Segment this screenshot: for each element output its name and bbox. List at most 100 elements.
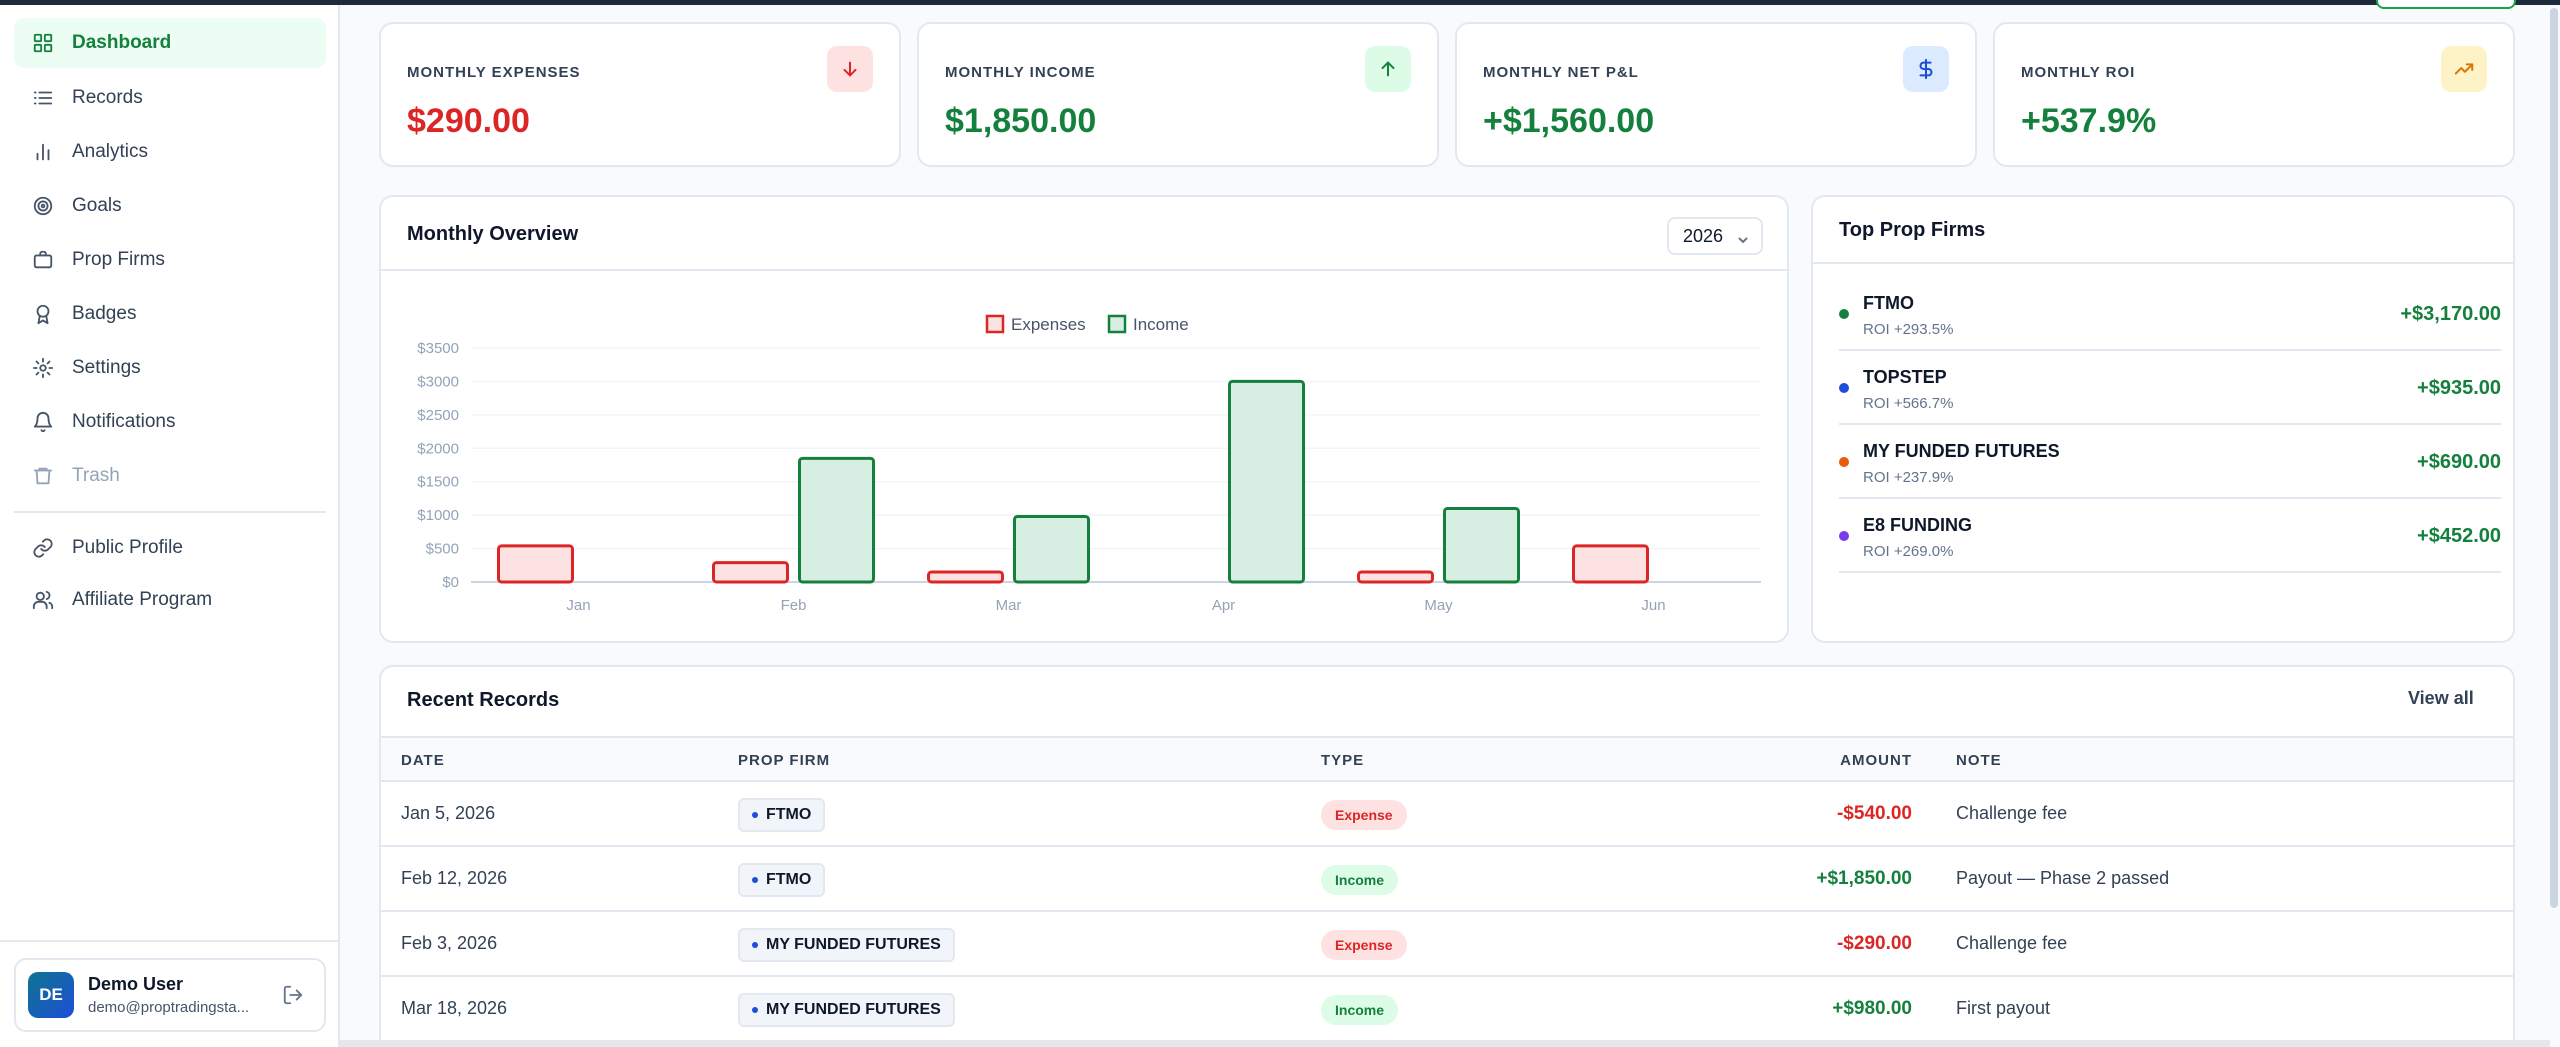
column-header-note[interactable]: NOTE [1956,752,2002,769]
logout-icon[interactable] [282,984,306,1008]
user-card[interactable]: DE Demo User demo@proptradingsta... [14,958,326,1032]
cell-amount: +$980.00 [1832,998,1912,1019]
window-top-bar [0,0,2560,5]
recent-records-card: Recent Records View all DATE PROP FIRM T… [379,665,2515,1047]
sidebar-item-label: Dashboard [72,32,172,53]
sidebar-item-analytics[interactable]: Analytics [14,127,326,177]
card-title: Recent Records [407,689,560,711]
sidebar-item-label: Records [72,87,143,108]
sidebar-item-notifications[interactable]: Notifications [14,397,326,447]
cell-note: First payout [1956,998,2051,1018]
column-header-firm[interactable]: PROP FIRM [738,752,831,769]
monthly-overview-chart: $0 $500 $1000 $1500 $2000 $2500 $3000 $3500 Jan… [417,314,1761,614]
x-tick-label: Jan [566,597,590,614]
monthly-overview-card: Monthly Overview 2026 $0 $500 $1000 $1500 $2… [379,195,1789,643]
sidebar-item-public-profile[interactable]: Public Profile [14,523,326,573]
table-row[interactable]: Feb 3, 2026 MY FUNDED FUTURES Expense -$… [381,912,2513,977]
avatar: DE [28,972,74,1018]
dollar-icon [1903,46,1949,92]
table-row[interactable]: Jan 5, 2026 FTMO Expense -$540.00 Challe… [381,782,2513,847]
y-tick-label: $1500 [417,474,459,491]
cell-amount: -$290.00 [1836,933,1912,954]
user-email: demo@proptradingsta... [88,999,250,1016]
firm-row-topstep[interactable]: TOPSTEP ROI +566.7% +$935.00 [1839,351,2501,425]
status-dot [752,1007,758,1013]
sidebar-item-label: Settings [72,357,141,378]
firm-pill-label: FTMO [766,871,812,888]
status-dot [1839,383,1849,393]
sidebar-item-records[interactable]: Records [14,73,326,123]
bar-expenses-mar [927,570,1004,584]
type-badge: Income [1321,865,1399,895]
stat-value: +$1,560.00 [1483,102,1655,140]
header-action-button[interactable] [2376,0,2516,9]
cell-date: Feb 3, 2026 [401,933,498,953]
status-dot [752,877,758,883]
column-header-date[interactable]: DATE [401,752,445,769]
sidebar-item-label: Affiliate Program [72,589,213,610]
cell-note: Payout — Phase 2 passed [1956,868,2170,888]
sidebar-item-label: Notifications [72,411,176,432]
type-badge: Expense [1321,800,1407,830]
y-tick-label: $2000 [417,440,459,457]
legend-swatch [1107,314,1127,334]
bar-income-mar [1013,514,1090,584]
arrow-up-icon [1365,46,1411,92]
column-header-amount[interactable]: AMOUNT [1840,752,1912,769]
bottom-edge [340,1040,2550,1047]
scrollbar-thumb[interactable] [2550,8,2558,908]
card-title: Top Prop Firms [1839,219,1986,241]
status-dot [752,812,758,818]
sidebar-item-settings[interactable]: Settings [14,343,326,393]
firm-pill: FTMO [738,798,826,832]
trash-icon [30,463,56,489]
firm-row-ftmo[interactable]: FTMO ROI +293.5% +$3,170.00 [1839,277,2501,351]
bar-expenses-jan [497,544,574,584]
firm-row-my-funded-futures[interactable]: MY FUNDED FUTURES ROI +237.9% +$690.00 [1839,425,2501,499]
firm-pill-label: MY FUNDED FUTURES [766,1001,941,1018]
year-select[interactable]: 2026 [1667,217,1763,255]
type-badge: Income [1321,995,1399,1025]
firm-roi: ROI +237.9% [1863,469,1954,486]
y-tick-label: $2500 [417,407,459,424]
sidebar-item-label: Prop Firms [72,249,165,270]
list-icon [30,85,56,111]
table-row[interactable]: Mar 18, 2026 MY FUNDED FUTURES Income +$… [381,977,2513,1042]
award-icon [30,301,56,327]
link-icon [30,535,56,561]
stat-card-income: MONTHLY INCOME $1,850.00 [917,22,1439,167]
firm-amount: +$452.00 [2417,525,2501,547]
view-all-link[interactable]: View all [2408,688,2474,708]
table-row[interactable]: Feb 12, 2026 FTMO Income +$1,850.00 Payo… [381,847,2513,912]
sidebar-item-affiliate-program[interactable]: Affiliate Program [14,575,326,625]
firm-amount: +$3,170.00 [2400,303,2501,325]
cell-date: Jan 5, 2026 [401,803,496,823]
firm-amount: +$935.00 [2417,377,2501,399]
sidebar-item-dashboard[interactable]: Dashboard [14,18,326,68]
firm-roi: ROI +293.5% [1863,321,1954,338]
bar-chart-icon [30,139,56,165]
sidebar-item-goals[interactable]: Goals [14,181,326,231]
users-icon [30,587,56,613]
y-tick-label: $500 [426,541,459,558]
bar-expenses-may [1357,570,1434,584]
sidebar-item-badges[interactable]: Badges [14,289,326,339]
bell-icon [30,409,56,435]
gear-icon [30,355,56,381]
status-dot [1839,531,1849,541]
y-tick-label: $0 [442,574,459,591]
bar-income-feb [798,456,875,584]
sidebar-item-trash[interactable]: Trash [14,451,326,501]
cell-date: Feb 12, 2026 [401,868,508,888]
sidebar-item-prop-firms[interactable]: Prop Firms [14,235,326,285]
firm-name: FTMO [1863,293,1914,313]
sidebar-item-label: Trash [72,465,120,486]
cell-amount: +$1,850.00 [1816,868,1912,889]
stat-card-expenses: MONTHLY EXPENSES $290.00 [379,22,901,167]
firm-row-e8-funding[interactable]: E8 FUNDING ROI +269.0% +$452.00 [1839,499,2501,573]
column-header-type[interactable]: TYPE [1321,752,1365,769]
trending-up-icon [2441,46,2487,92]
stat-value: +537.9% [2021,102,2157,140]
firm-name: MY FUNDED FUTURES [1863,441,2060,461]
firm-roi: ROI +566.7% [1863,395,1954,412]
